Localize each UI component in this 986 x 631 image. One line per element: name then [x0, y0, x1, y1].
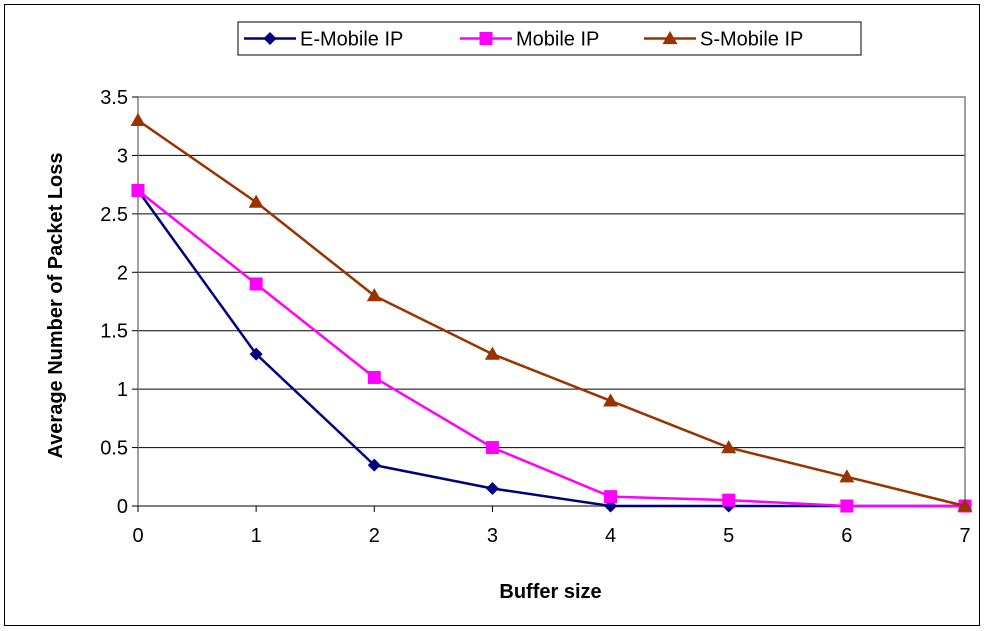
y-tick-label: 1 [117, 379, 128, 401]
legend-label: E-Mobile IP [300, 29, 403, 51]
x-tick-label: 5 [723, 525, 734, 547]
data-point [485, 481, 499, 495]
data-point [840, 499, 854, 513]
legend-marker [662, 31, 678, 45]
x-axis-ticks: 0 1 2 3 4 5 6 7 [132, 506, 971, 547]
series-line [136, 189, 965, 508]
legend-item-2: Mobile IP [460, 29, 599, 51]
data-point [130, 112, 146, 126]
y-tick-label: 3 [117, 145, 128, 167]
series-line [137, 119, 966, 508]
chart-frame [4, 4, 980, 626]
data-point [367, 370, 381, 384]
plot-area-border [137, 96, 966, 507]
x-tick-label: 0 [132, 525, 143, 547]
data-point [366, 288, 382, 302]
y-tick-label: 1.5 [100, 321, 128, 343]
data-point [603, 393, 619, 407]
y-tick-label: 0.5 [100, 438, 128, 460]
legend-item-3: S-Mobile IP [644, 29, 803, 51]
y-tick-label: 0 [117, 496, 128, 518]
x-tick-label: 7 [959, 525, 970, 547]
data-point [249, 277, 263, 291]
data-point [131, 183, 145, 197]
series-3 [130, 112, 973, 512]
data-point [604, 490, 618, 504]
x-tick-label: 2 [369, 525, 380, 547]
data-point [248, 194, 264, 208]
x-tick-label: 4 [605, 525, 616, 547]
data-point [957, 498, 973, 512]
x-axis-title: Buffer size [499, 581, 601, 603]
y-axis-ticks: 0 0.5 1 1.5 2 2.5 3 3.5 [100, 87, 138, 518]
y-tick-label: 2.5 [100, 204, 128, 226]
y-tick-label: 2 [117, 262, 128, 284]
legend-marker [479, 32, 493, 45]
gridlines [138, 96, 965, 507]
x-tick-label: 3 [487, 525, 498, 547]
legend-item-1: E-Mobile IP [244, 29, 403, 51]
legend-label: Mobile IP [516, 29, 599, 51]
series-line [137, 189, 965, 508]
data-point [367, 458, 381, 472]
legend-marker [263, 32, 277, 45]
legend: E-Mobile IP Mobile IP S-Mobile IP [237, 21, 862, 56]
x-tick-label: 6 [841, 525, 852, 547]
series-layer [130, 112, 973, 513]
data-point [722, 493, 736, 507]
data-point [249, 347, 263, 361]
y-tick-label: 3.5 [100, 87, 128, 109]
data-point [839, 469, 855, 483]
legend-box [237, 21, 862, 56]
y-axis-title: Average Number of Packet Loss [45, 152, 67, 458]
data-point [484, 346, 500, 360]
x-tick-label: 1 [251, 525, 262, 547]
series-1 [131, 183, 972, 513]
data-point [485, 441, 499, 455]
data-point [721, 440, 737, 454]
legend-label: S-Mobile IP [700, 29, 803, 51]
series-2 [131, 183, 972, 513]
